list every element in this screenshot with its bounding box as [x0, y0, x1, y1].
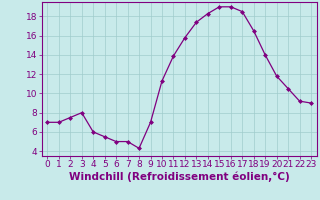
X-axis label: Windchill (Refroidissement éolien,°C): Windchill (Refroidissement éolien,°C)	[69, 172, 290, 182]
